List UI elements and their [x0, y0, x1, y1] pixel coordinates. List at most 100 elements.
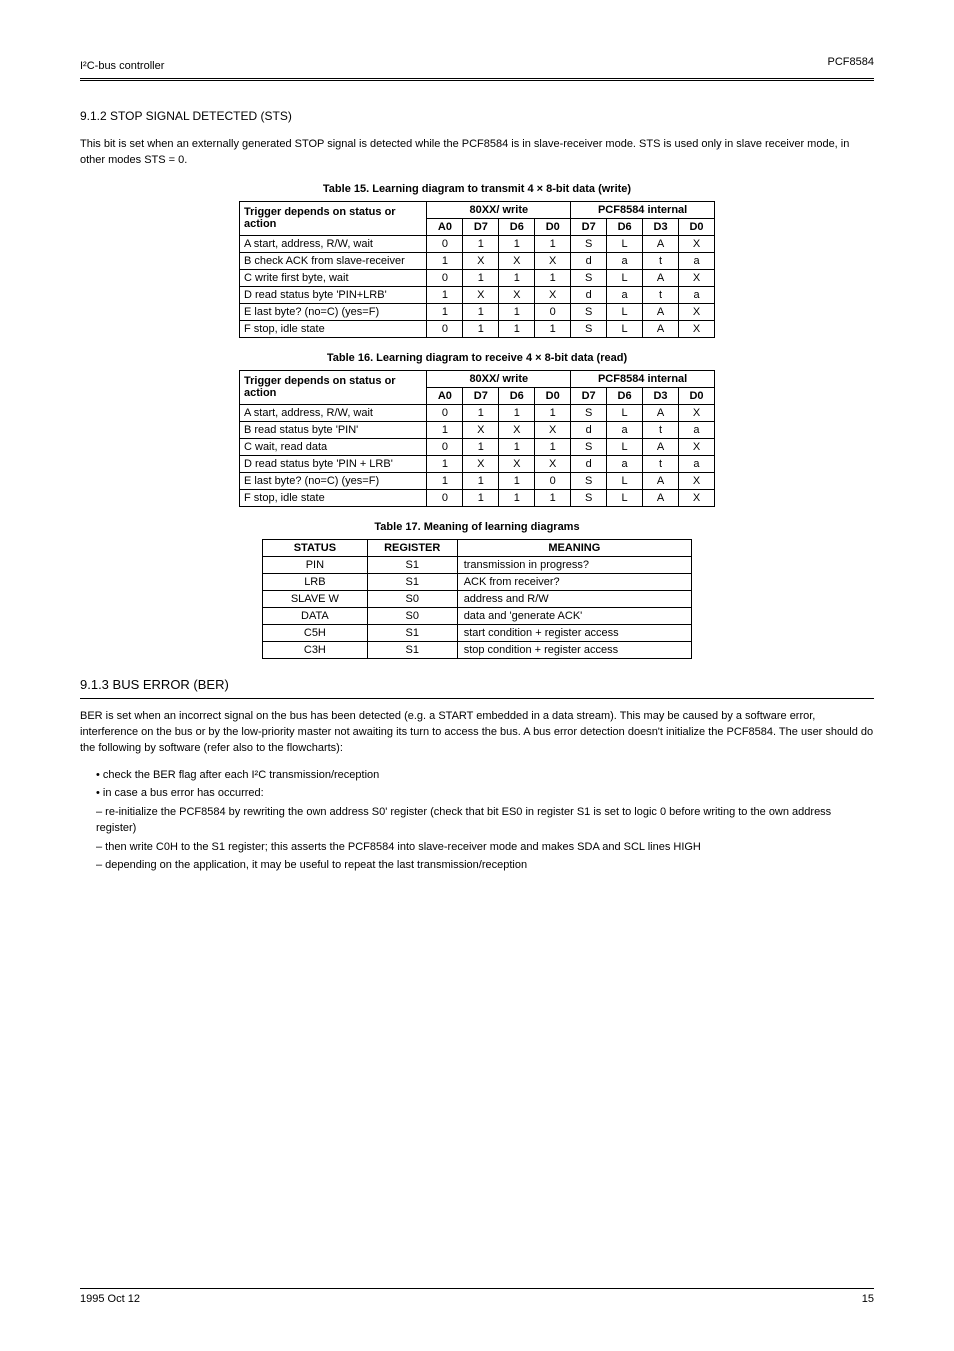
table-cell: 0 [535, 472, 571, 489]
header-rule [80, 78, 874, 81]
table-cell: X [535, 286, 571, 303]
table-cell: X [679, 320, 715, 337]
table-cell: stop condition + register access [457, 641, 691, 658]
table-cell: a [607, 455, 643, 472]
table-cell: 1 [535, 235, 571, 252]
table-cell: start condition + register access [457, 624, 691, 641]
table-cell: X [535, 421, 571, 438]
section-9-1-3-para: BER is set when an incorrect signal on t… [80, 709, 874, 757]
table-cell: 1 [499, 438, 535, 455]
table-cell: X [499, 252, 535, 269]
table-cell: 1 [427, 286, 463, 303]
page-header: I²C-bus controller PCF8584 [80, 56, 874, 74]
table-cell: a [607, 252, 643, 269]
table15: Trigger depends on status or action 80XX… [239, 201, 715, 338]
table-cell: L [607, 320, 643, 337]
t15-sc5: D6 [607, 218, 643, 235]
table17: STATUS REGISTER MEANING PINS1transmissio… [262, 539, 692, 659]
table-cell: 1 [463, 320, 499, 337]
t16-sc3: D0 [535, 387, 571, 404]
table-cell: S [571, 235, 607, 252]
t15-sc0: A0 [427, 218, 463, 235]
t15-sc3: D0 [535, 218, 571, 235]
table-row-label: B read status byte 'PIN' [240, 421, 427, 438]
t16-sc5: D6 [607, 387, 643, 404]
t16-h1: 80XX/ write [427, 370, 571, 387]
table-cell: X [463, 455, 499, 472]
footer-page-num: 15 [862, 1293, 874, 1305]
table-cell: a [678, 421, 714, 438]
table-cell: L [607, 438, 643, 455]
table-row-label: C write first byte, wait [240, 269, 427, 286]
table16: Trigger depends on status or action 80XX… [239, 370, 715, 507]
table-cell: 1 [463, 438, 499, 455]
t15-sc7: D0 [679, 218, 715, 235]
table-row-label: E last byte? (no=C) (yes=F) [240, 303, 427, 320]
table-cell: A [643, 269, 679, 286]
table-cell: L [607, 489, 643, 506]
table-cell: a [679, 252, 715, 269]
table-cell: 1 [499, 235, 535, 252]
table-cell: 1 [535, 489, 571, 506]
t16-h0: Trigger depends on status or action [240, 370, 427, 404]
table-cell: X [679, 235, 715, 252]
section-9-1-3-bullets: • check the BER flag after each I²C tran… [80, 767, 874, 874]
table-cell: S [571, 472, 607, 489]
table-row-label: A start, address, R/W, wait [240, 404, 427, 421]
table-cell: X [679, 303, 715, 320]
table-cell: S [571, 438, 607, 455]
t16-sc7: D0 [678, 387, 714, 404]
section-rule [80, 698, 874, 699]
table-cell: d [571, 252, 607, 269]
section-9-1-3-title: 9.1.3 BUS ERROR (BER) [80, 677, 874, 692]
table-cell: A [643, 472, 679, 489]
table-cell: DATA [263, 607, 368, 624]
t16-sc0: A0 [427, 387, 463, 404]
table-cell: d [571, 421, 607, 438]
table-cell: 1 [535, 269, 571, 286]
table-cell: 1 [427, 455, 463, 472]
table15-title: Table 15. Learning diagram to transmit 4… [80, 183, 874, 195]
table-cell: a [678, 455, 714, 472]
table-cell: S1 [367, 641, 457, 658]
table-cell: S [571, 404, 607, 421]
table-cell: 0 [427, 269, 463, 286]
table-cell: 1 [427, 472, 463, 489]
table-cell: A [643, 303, 679, 320]
table-cell: S1 [367, 624, 457, 641]
table-cell: S [571, 303, 607, 320]
table-cell: A [643, 320, 679, 337]
table-cell: L [607, 269, 643, 286]
table-cell: address and R/W [457, 590, 691, 607]
table-cell: S [571, 269, 607, 286]
table-cell: SLAVE W [263, 590, 368, 607]
table17-title: Table 17. Meaning of learning diagrams [80, 521, 874, 533]
t15-sc4: D7 [571, 218, 607, 235]
table-row-label: F stop, idle state [240, 320, 427, 337]
table-cell: X [678, 404, 714, 421]
table-cell: 1 [499, 404, 535, 421]
t15-sc1: D7 [463, 218, 499, 235]
t16-h2: PCF8584 internal [571, 370, 715, 387]
table-cell: S1 [367, 573, 457, 590]
table-cell: 0 [535, 303, 571, 320]
table-cell: 1 [535, 320, 571, 337]
t17-h2: MEANING [457, 539, 691, 556]
table-cell: S1 [367, 556, 457, 573]
t15-h0: Trigger depends on status or action [240, 201, 427, 235]
table-cell: 0 [427, 489, 463, 506]
table-cell: t [643, 252, 679, 269]
page-footer: 1995 Oct 12 15 [80, 1288, 874, 1305]
table-cell: 1 [463, 235, 499, 252]
t15-h1: 80XX/ write [427, 201, 571, 218]
table-row-label: C wait, read data [240, 438, 427, 455]
t15-sc6: D3 [643, 218, 679, 235]
table-cell: L [607, 404, 643, 421]
table-cell: a [679, 286, 715, 303]
table-cell: t [643, 455, 679, 472]
table-cell: 1 [499, 303, 535, 320]
bullet-item: – then write C0H to the S1 register; thi… [96, 839, 874, 856]
table-cell: X [679, 269, 715, 286]
table-cell: X [535, 252, 571, 269]
table-row-label: F stop, idle state [240, 489, 427, 506]
